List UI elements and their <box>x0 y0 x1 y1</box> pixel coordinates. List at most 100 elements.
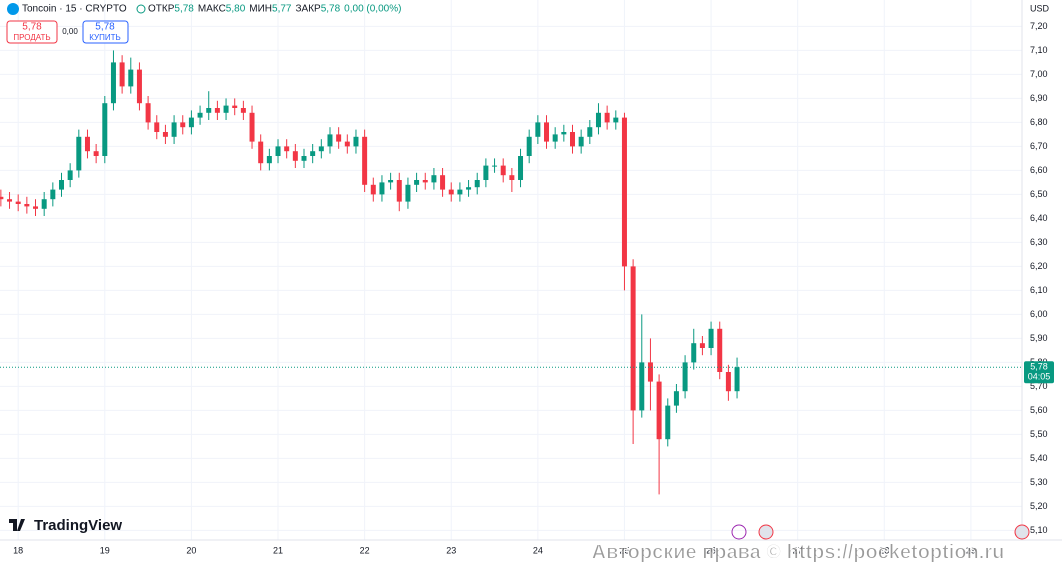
candle-body <box>336 134 342 142</box>
candle-body <box>310 151 316 156</box>
buy-button[interactable] <box>82 20 129 44</box>
x-tick-label: 24 <box>533 545 543 555</box>
candle-body <box>301 156 307 161</box>
y-tick-label: 6,70 <box>1030 141 1048 151</box>
candle-body <box>15 201 21 204</box>
brand: TradingView <box>34 517 122 534</box>
ohlc-name: ЗАКР <box>295 4 321 15</box>
spread: 0,00 <box>62 27 78 36</box>
candle-body <box>483 165 489 180</box>
symbol: Toncoin · 15 · CRYPTO <box>22 4 127 15</box>
candle-body <box>613 117 619 123</box>
y-tick-label: 5,20 <box>1030 501 1048 511</box>
candle-body <box>500 165 506 176</box>
candle-body <box>41 199 47 209</box>
candle-body <box>691 343 697 363</box>
y-tick-label: 6,50 <box>1030 189 1048 199</box>
candle-body <box>578 136 584 147</box>
y-tick-label: 5,10 <box>1030 525 1048 535</box>
candle-body <box>206 108 212 113</box>
y-tick-label: 6,80 <box>1030 117 1048 127</box>
candle-body <box>388 180 394 183</box>
axes: 5,105,205,305,405,505,605,705,805,906,00… <box>13 21 1054 555</box>
candle-body <box>621 117 627 267</box>
candle-body <box>67 170 73 180</box>
candle-body <box>223 105 229 113</box>
candle-body <box>110 62 116 104</box>
candle-body <box>266 156 272 164</box>
x-tick-label: 29 <box>966 545 976 555</box>
candle-body <box>171 122 177 137</box>
candle-body <box>50 189 56 200</box>
sell-price: 5,78 <box>22 22 42 33</box>
ohlc-name: МАКС <box>198 4 226 15</box>
candle-body <box>431 175 437 183</box>
candle-body <box>318 146 324 152</box>
y-tick-label: 7,20 <box>1030 21 1048 31</box>
candle-body <box>0 196 4 200</box>
candle-body <box>102 103 108 156</box>
candle-body <box>344 141 350 147</box>
candle-body <box>630 266 636 411</box>
candle-body <box>370 184 376 195</box>
candle-body <box>717 328 723 372</box>
candle-body <box>448 189 454 195</box>
ohlc-name: МИН <box>249 4 272 15</box>
y-tick-label: 7,00 <box>1030 69 1048 79</box>
candle-body <box>214 108 220 113</box>
candle-body <box>119 62 125 87</box>
candle-body <box>292 151 298 161</box>
candle-body <box>76 136 82 171</box>
candle-body <box>682 362 688 392</box>
candle-body <box>639 362 645 411</box>
candle-body <box>154 122 160 132</box>
ohlc-value: 5,77 <box>272 4 292 15</box>
y-tick-label: 5,40 <box>1030 453 1048 463</box>
currency[interactable]: USD <box>1030 3 1050 13</box>
candle-body <box>561 132 567 135</box>
ohlc: ОТКР 5,78 МАКС 5,80 МИН 5,77 ЗАКР 5,78 0,00 (0,0… <box>148 4 401 15</box>
candle-body <box>180 122 186 128</box>
x-tick-label: 19 <box>100 545 110 555</box>
y-tick-label: 6,10 <box>1030 285 1048 295</box>
candle-body <box>249 112 255 142</box>
y-tick-label: 7,10 <box>1030 45 1048 55</box>
candle-body <box>734 367 740 392</box>
candle-body <box>665 405 671 440</box>
y-tick-label: 5,60 <box>1030 405 1048 415</box>
candle-body <box>526 136 532 156</box>
candle-body <box>405 184 411 202</box>
candle-body <box>604 112 610 123</box>
y-tick-label: 5,90 <box>1030 333 1048 343</box>
candle-body <box>725 372 731 392</box>
buy-label: КУПИТЬ <box>89 33 120 42</box>
candle-body <box>673 391 679 406</box>
candle-body <box>552 134 558 142</box>
ohlc-value: 5,78 <box>321 4 341 15</box>
candle-body <box>24 204 30 207</box>
x-tick-label: 25 <box>619 545 629 555</box>
candle-body <box>509 175 515 180</box>
candle-body <box>422 180 428 183</box>
candle-body <box>58 180 64 190</box>
buy-price: 5,78 <box>95 22 115 33</box>
x-tick-label: 18 <box>13 545 23 555</box>
y-tick-label: 6,90 <box>1030 93 1048 103</box>
candle-body <box>492 165 498 167</box>
candle-body <box>699 343 705 348</box>
sell-button[interactable] <box>6 20 58 44</box>
watermark: Авторские права © https://pocketoption.r… <box>592 541 1005 563</box>
candles <box>0 50 1022 495</box>
y-tick-label: 6,30 <box>1030 237 1048 247</box>
sell-label: ПРОДАТЬ <box>13 33 50 42</box>
x-tick-label: 27 <box>793 545 803 555</box>
change: 0,00 (0,00%) <box>344 4 401 15</box>
candle-body <box>136 69 142 104</box>
candle-body <box>544 122 550 142</box>
candle-body <box>379 182 385 195</box>
candle-body <box>258 141 264 164</box>
candle-body <box>474 180 480 188</box>
x-tick-label: 21 <box>273 545 283 555</box>
